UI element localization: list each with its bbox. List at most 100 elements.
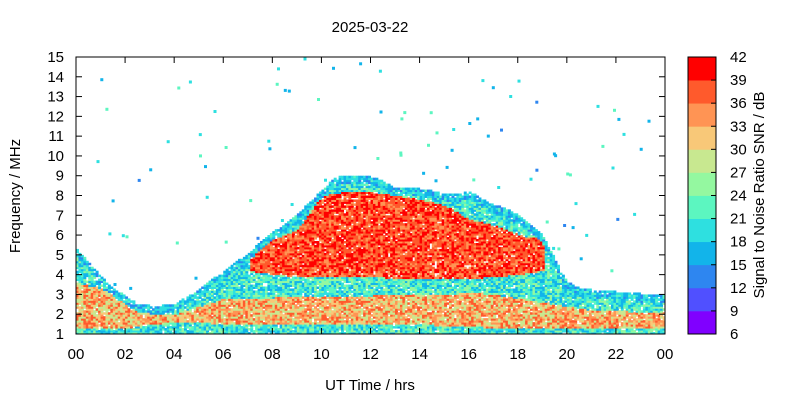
- heatmap-cell: [306, 241, 310, 244]
- heatmap-cell: [142, 318, 146, 321]
- heatmap-cell: [112, 304, 116, 307]
- heatmap-cell: [341, 250, 344, 254]
- heatmap-cell: [245, 276, 249, 280]
- heatmap-cell: [144, 304, 148, 307]
- heatmap-cell: [142, 310, 146, 313]
- heatmap-cell: [299, 292, 303, 295]
- heatmap-cell: [299, 306, 303, 309]
- heatmap-cell: [272, 304, 276, 307]
- heatmap-cell: [85, 332, 89, 335]
- heatmap-cell: [250, 258, 254, 262]
- heatmap-cell: [107, 290, 111, 293]
- heatmap-cell: [326, 239, 330, 242]
- heatmap-cell: [326, 264, 330, 268]
- heatmap-cell: [333, 280, 337, 284]
- heatmap-cell: [76, 258, 79, 262]
- heatmap-cell: [196, 296, 200, 299]
- heatmap-cell: [223, 270, 227, 274]
- heatmap-cell: [321, 332, 325, 335]
- heatmap-cell: [252, 302, 256, 305]
- heatmap-cell: [76, 296, 79, 299]
- heatmap-cell: [323, 316, 327, 319]
- heatmap-cell: [338, 205, 342, 208]
- heatmap-cell: [294, 264, 298, 268]
- heatmap-cell: [328, 207, 332, 210]
- heatmap-cell: [326, 286, 330, 289]
- heatmap-cell: [154, 320, 158, 323]
- heatmap-cell: [85, 260, 89, 264]
- heatmap-cell: [336, 199, 340, 202]
- heatmap-cell: [318, 320, 322, 323]
- heatmap-cell: [88, 328, 92, 331]
- heatmap-cell: [245, 286, 249, 289]
- heatmap-cell: [318, 294, 322, 297]
- heatmap-cell: [277, 330, 281, 333]
- heatmap-cell: [215, 320, 219, 323]
- heatmap-cell: [235, 290, 239, 293]
- heatmap-cell: [338, 328, 342, 331]
- heatmap-cell: [164, 320, 168, 323]
- heatmap-cell: [83, 284, 87, 288]
- heatmap-cell: [294, 239, 298, 242]
- heatmap-cell: [343, 306, 347, 309]
- heatmap-cell: [183, 310, 187, 313]
- heatmap-cell: [304, 264, 308, 268]
- heatmap-cell: [181, 328, 185, 331]
- heatmap-cell: [289, 290, 293, 293]
- heatmap-cell: [220, 274, 224, 278]
- heatmap-cell: [176, 330, 180, 333]
- heatmap-cell: [323, 191, 327, 195]
- heatmap-cell: [338, 215, 342, 218]
- heatmap-cell: [260, 310, 264, 313]
- heatmap-cell: [110, 316, 114, 319]
- heatmap-cell: [328, 274, 332, 278]
- heatmap-cell: [208, 318, 212, 321]
- heatmap-cell: [301, 284, 305, 288]
- heatmap-cell: [166, 328, 170, 331]
- heatmap-cell: [247, 322, 251, 325]
- heatmap-cell: [333, 284, 337, 288]
- heatmap-cell: [326, 191, 330, 195]
- heatmap-cell: [323, 282, 327, 286]
- heatmap-cell: [306, 300, 310, 303]
- heatmap-cell: [235, 286, 239, 289]
- heatmap-cell: [341, 316, 344, 319]
- heatmap-cell: [277, 322, 281, 325]
- heatmap-cell: [314, 258, 317, 262]
- heatmap-cell: [318, 256, 322, 260]
- heatmap-cell: [255, 246, 259, 250]
- heatmap-cell: [284, 264, 288, 268]
- heatmap-cell: [341, 207, 344, 210]
- heatmap-cell: [85, 328, 89, 331]
- heatmap-cell: [314, 324, 317, 327]
- heatmap-cell: [245, 304, 249, 307]
- heatmap-cell: [296, 274, 300, 278]
- heatmap-cell: [336, 248, 340, 252]
- heatmap-cell: [196, 290, 200, 293]
- heatmap-cell: [328, 300, 332, 303]
- heatmap-cell: [343, 324, 347, 327]
- heatmap-cell: [296, 290, 300, 293]
- heatmap-cell: [183, 316, 187, 319]
- heatmap-cell: [134, 326, 138, 329]
- heatmap-cell: [336, 179, 340, 183]
- heatmap-cell: [98, 274, 102, 278]
- heatmap-cell: [255, 290, 259, 293]
- heatmap-cell: [164, 332, 168, 335]
- heatmap-cell: [218, 278, 222, 282]
- heatmap-cell: [291, 264, 295, 268]
- heatmap-cell: [309, 268, 313, 272]
- heatmap-cell: [299, 330, 303, 333]
- heatmap-cell: [314, 322, 317, 325]
- heatmap-cell: [107, 294, 111, 297]
- heatmap-cell: [203, 308, 207, 311]
- heatmap-cell: [309, 211, 313, 214]
- heatmap-cell: [191, 314, 195, 317]
- heatmap-cell: [76, 270, 79, 274]
- heatmap-cell: [156, 310, 160, 313]
- heatmap-cell: [220, 282, 224, 286]
- heatmap-cell: [154, 332, 158, 335]
- heatmap-cell: [264, 330, 268, 333]
- heatmap-cell: [272, 286, 276, 289]
- heatmap-cell: [326, 201, 330, 204]
